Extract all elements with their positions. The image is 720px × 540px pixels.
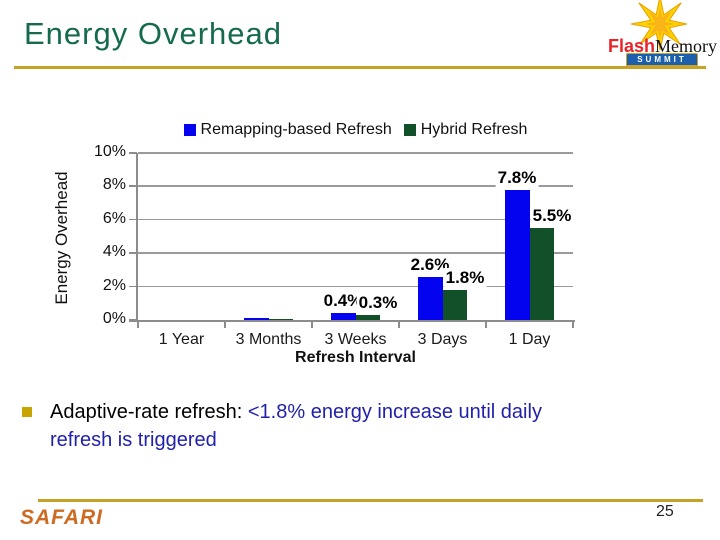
bullet-text-black: Adaptive-rate refresh: [50, 401, 248, 423]
bar-hybrid [269, 319, 293, 320]
y-tick-label: 2% [102, 276, 126, 294]
legend-item: Hybrid Refresh [403, 121, 528, 139]
bar-value-label: 0.3% [356, 293, 400, 313]
legend-swatch-icon [183, 124, 196, 136]
footer-divider-line [38, 499, 703, 502]
page-number: 25 [656, 503, 674, 520]
y-axis-tick [129, 152, 137, 154]
y-axis-tick [129, 252, 137, 254]
category-label: 3 Months [235, 331, 302, 348]
bullet-text-blue-line1: <1.8% energy increase until daily [247, 401, 542, 423]
bar-value-label: 5.5% [530, 206, 574, 226]
category-label: 3 Weeks [324, 331, 387, 348]
x-axis-tick [137, 322, 139, 328]
x-axis-tick [398, 322, 400, 328]
y-axis-line [136, 153, 138, 322]
y-axis-tick [129, 185, 137, 187]
y-tick-label: 0% [102, 310, 126, 327]
category-label: 1 Year [158, 331, 205, 348]
y-axis-tick [129, 285, 137, 288]
gridline [138, 185, 573, 187]
bar-hybrid [530, 228, 554, 320]
flash-memory-summit-logo: FlashMemory SUMMIT [606, 0, 718, 68]
bar-remapping [417, 277, 443, 320]
x-axis-tick [572, 322, 574, 328]
logo-memory-text: Memory [655, 36, 718, 56]
legend-item: Remapping-based Refresh [183, 121, 392, 139]
chart-legend: Remapping-based Refresh Hybrid Refresh [138, 121, 573, 139]
slide-title: Energy Overhead [24, 16, 282, 51]
bar-hybrid [443, 290, 467, 320]
y-axis-tick [129, 319, 137, 321]
title-divider-line [14, 66, 706, 69]
bar-value-label: 0.4% [321, 291, 365, 311]
legend-label: Hybrid Refresh [420, 121, 528, 138]
y-tick-label: 8% [102, 176, 126, 194]
legend-swatch-icon [403, 124, 416, 136]
bullet-text-blue-line2: refresh is triggered [50, 429, 217, 451]
legend-label: Remapping-based Refresh [200, 121, 392, 138]
starburst-icon [630, 0, 688, 51]
category-label: 1 Day [508, 331, 551, 348]
x-axis-line [129, 320, 575, 322]
y-tick-label: 6% [102, 209, 126, 227]
bullet-icon [22, 407, 32, 417]
safari-logo: SAFARI [20, 506, 104, 529]
category-label: 3 Days [417, 331, 468, 348]
logo-summit-badge: SUMMIT [626, 53, 698, 68]
logo-flash-text: Flash [608, 36, 656, 56]
bar-value-label: 7.8% [495, 168, 539, 188]
y-tick-label: 4% [102, 243, 126, 261]
bullet-text: Adaptive-rate refresh: <1.8% energy incr… [50, 398, 675, 454]
bar-hybrid [356, 315, 380, 320]
logo-wordmark: FlashMemory [608, 36, 718, 57]
x-axis-tick [224, 322, 226, 328]
gridline [138, 218, 573, 221]
bar-value-label: 2.6% [408, 255, 452, 275]
gridline [138, 152, 573, 154]
bar-value-label: 1.8% [443, 268, 487, 288]
gridline [138, 285, 573, 288]
x-axis-title: Refresh Interval [295, 349, 416, 366]
gridline [138, 252, 573, 254]
x-axis-tick [485, 322, 487, 328]
bar-remapping [504, 190, 530, 320]
y-tick-label: 10% [93, 143, 126, 160]
bar-remapping [243, 318, 269, 320]
x-axis-tick [311, 322, 313, 328]
bar-remapping [330, 313, 356, 320]
y-axis-tick [129, 218, 137, 221]
